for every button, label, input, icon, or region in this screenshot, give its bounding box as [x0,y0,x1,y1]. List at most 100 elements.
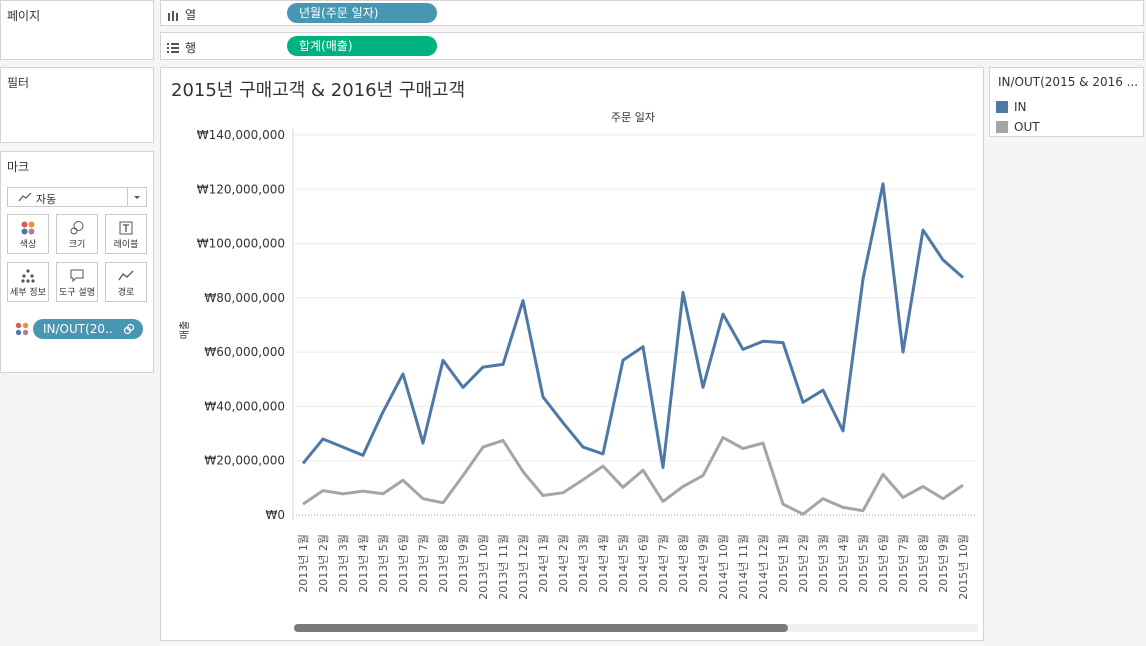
legend-label-in: IN [1014,100,1027,114]
scrollbar-thumb[interactable] [294,624,788,632]
columns-shelf[interactable]: 열 년월(주문 일자) [160,0,1144,26]
text-label-icon [106,220,146,236]
y-tick-label: ₩0 [266,508,286,522]
y-tick-label: ₩100,000,000 [197,237,285,251]
y-tick-label: ₩40,000,000 [204,399,285,413]
color-icon [8,220,48,236]
mark-type-dropdown[interactable]: 자동 [7,187,147,207]
legend-swatch-in [996,101,1008,113]
rows-pill-label: 합계(매출) [299,39,353,53]
x-tick-label: 2015년 6월 [877,534,890,593]
pages-title: 페이지 [7,9,41,23]
detail-button[interactable]: 세부 정보 [7,262,49,302]
x-tick-label: 2014년 7월 [657,534,670,593]
x-tick-label: 2014년 5월 [617,534,630,593]
x-tick-label: 2014년 6월 [637,534,650,593]
size-button[interactable]: 크기 [56,214,98,254]
color-button[interactable]: 색상 [7,214,49,254]
x-tick-label: 2015년 3월 [817,534,830,593]
rows-shelf[interactable]: 행 합계(매출) [160,32,1144,60]
detail-label: 세부 정보 [10,288,46,298]
color-field-pill[interactable]: IN/OUT(20.. [33,319,143,339]
x-tick-label: 2014년 9월 [697,534,710,593]
y-tick-label: ₩140,000,000 [197,128,285,142]
marks-panel: 마크 자동 색상 크기 레이블 세부 정보 도구 설명 [0,151,154,373]
size-label: 크기 [68,240,86,250]
tooltip-icon [57,268,97,284]
legend-item-in[interactable]: IN [996,100,1027,114]
x-tick-label: 2013년 6월 [397,534,410,593]
x-tick-label: 2014년 4월 [597,534,610,593]
color-legend: IN/OUT(2015 & 2016 ... IN OUT [989,67,1144,137]
path-icon [106,268,146,284]
x-tick-label: 2013년 4월 [357,534,370,593]
y-tick-label: ₩120,000,000 [197,182,285,196]
x-tick-label: 2013년 5월 [377,534,390,593]
path-button[interactable]: 경로 [105,262,147,302]
x-tick-label: 2013년 12월 [517,534,530,600]
filters-panel[interactable]: 필터 [0,67,154,143]
x-tick-label: 2013년 11월 [497,534,510,600]
mark-type-value: 자동 [36,193,57,206]
series-line-out [302,436,964,516]
x-tick-label: 2015년 1월 [777,534,790,593]
size-icon [57,220,97,236]
x-tick-label: 2015년 8월 [917,534,930,593]
label-label: 레이블 [113,240,139,250]
x-tick-label: 2014년 10월 [717,534,730,600]
legend-title: IN/OUT(2015 & 2016 ... [998,75,1139,89]
color-field-icon [15,322,29,336]
rows-icon [167,42,179,53]
horizontal-scrollbar[interactable] [294,624,978,632]
x-tick-label: 2014년 3월 [577,534,590,593]
chart-title: 2015년 구매고객 & 2016년 구매고객 [171,80,466,101]
x-tick-label: 2015년 7월 [897,534,910,593]
x-tick-label: 2013년 1월 [297,534,310,593]
rows-label-text: 행 [185,41,197,55]
columns-icon [168,10,178,21]
color-label: 색상 [19,240,37,250]
filters-title: 필터 [7,76,30,90]
x-tick-label: 2014년 8월 [677,534,690,593]
marks-title: 마크 [7,160,30,174]
x-tick-label: 2015년 9월 [937,534,950,593]
x-tick-label: 2013년 10월 [477,534,490,600]
line-mark-icon [18,192,32,202]
x-tick-label: 2014년 11월 [737,534,750,600]
detail-icon [8,268,48,284]
column-header: 주문 일자 [611,110,655,124]
rows-pill[interactable]: 합계(매출) [287,36,437,56]
columns-pill-label: 년월(주문 일자) [299,6,379,20]
y-axis-title: 매출 [179,321,191,339]
x-tick-label: 2015년 10월 [957,534,970,600]
columns-pill[interactable]: 년월(주문 일자) [287,3,437,23]
columns-shelf-label: 열 [167,6,196,23]
x-tick-label: 2014년 1월 [537,534,550,593]
rows-shelf-label: 행 [167,39,196,56]
legend-swatch-out [996,121,1008,133]
x-tick-label: 2015년 4월 [837,534,850,593]
color-field-pill-label: IN/OUT(20.. [43,322,113,336]
x-tick-label: 2013년 7월 [417,534,430,593]
x-tick-label: 2014년 12월 [757,534,770,600]
pages-panel: 페이지 [0,0,154,60]
x-tick-label: 2013년 9월 [457,534,470,593]
x-tick-label: 2015년 5월 [857,534,870,593]
x-tick-label: 2015년 2월 [797,534,810,593]
y-tick-label: ₩80,000,000 [204,291,285,305]
y-tick-label: ₩60,000,000 [204,345,285,359]
link-icon [123,323,135,335]
x-tick-label: 2013년 2월 [317,534,330,593]
label-button[interactable]: 레이블 [105,214,147,254]
tooltip-label: 도구 설명 [59,288,95,298]
x-tick-label: 2013년 3월 [337,534,350,593]
series-line-in [301,182,964,469]
legend-label-out: OUT [1014,120,1040,134]
legend-item-out[interactable]: OUT [996,120,1040,134]
chevron-down-icon [127,188,146,206]
path-label: 경로 [117,288,135,298]
tooltip-button[interactable]: 도구 설명 [56,262,98,302]
y-tick-label: ₩20,000,000 [204,454,285,468]
